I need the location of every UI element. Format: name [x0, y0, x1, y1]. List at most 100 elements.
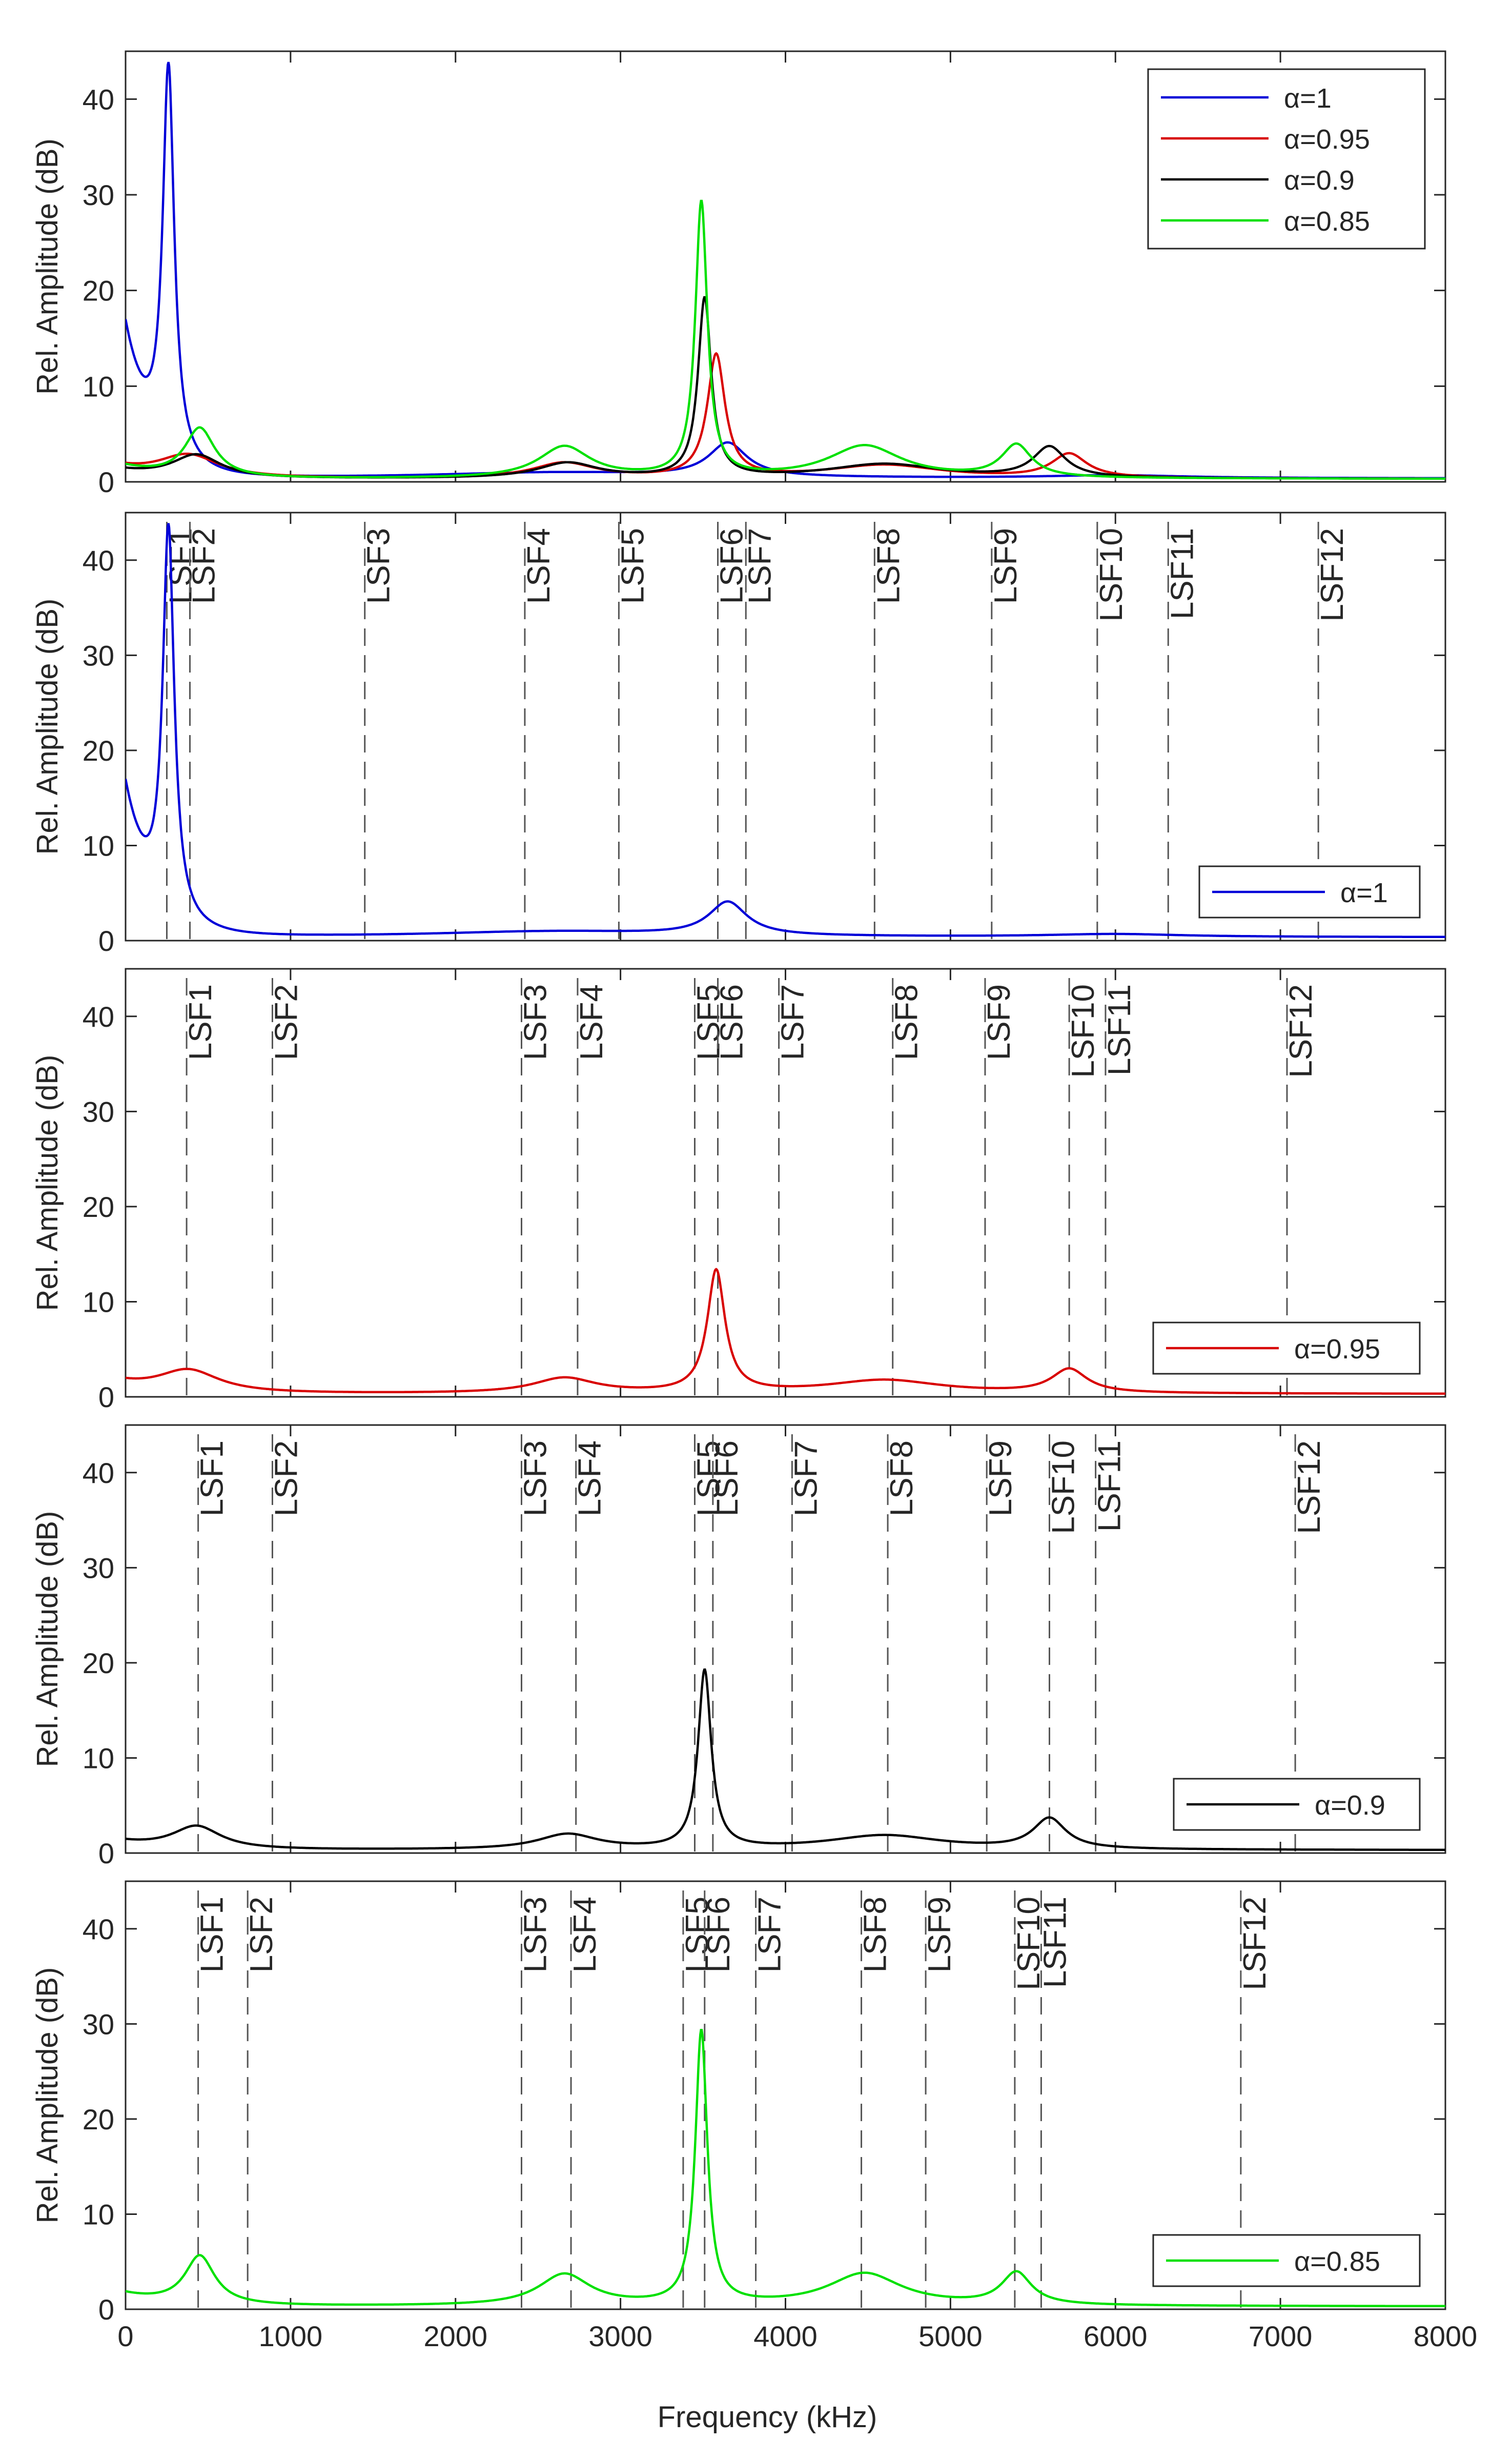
lsf-label: LSF12 [1292, 1440, 1327, 1534]
x-tick-label: 4000 [753, 2320, 818, 2352]
y-tick-label: 0 [98, 1837, 114, 1869]
curves [126, 62, 1445, 480]
y-tick-label: 20 [83, 735, 114, 767]
curves [126, 523, 1445, 939]
lsf-label: LSF7 [788, 1440, 824, 1516]
lsf-label: LSF7 [742, 528, 778, 604]
y-tick-label: 0 [98, 466, 114, 498]
y-tick-label: 40 [83, 544, 114, 577]
y-tick-label: 20 [83, 1647, 114, 1679]
lsf-label: LSF6 [714, 984, 750, 1060]
lsf-label: LSF3 [518, 984, 554, 1060]
lsf-label: LSF6 [701, 1897, 737, 1972]
y-tick-label: 0 [98, 2293, 114, 2326]
y-tick-label: 30 [83, 1552, 114, 1584]
legend-entry: α=1 [1340, 878, 1388, 908]
y-tick-label: 10 [83, 1742, 114, 1774]
lsf-label: LSF10 [1046, 1440, 1081, 1534]
panel-combined: 0 10 20 30 40 Rel. Amplitude (dB) α=1 α=0.95 α=0… [31, 50, 1446, 498]
lsf-label: LSF5 [691, 1440, 726, 1516]
legend-entry: α=0.9 [1315, 1790, 1385, 1821]
x-tick-label: 5000 [918, 2320, 983, 2352]
lsf-label: LSF6 [709, 1440, 745, 1516]
y-axis-label: Rel. Amplitude (dB) [31, 138, 64, 395]
lsf-label: LSF8 [871, 528, 906, 604]
curves [126, 1268, 1445, 1395]
y-tick-label: 20 [83, 2103, 114, 2135]
x-tick-label: 1000 [259, 2320, 323, 2352]
y-tick-label: 10 [83, 370, 114, 402]
lsf-label: LSF4 [567, 1897, 603, 1972]
lsf-label: LSF1 [195, 1897, 230, 1972]
y-tick-label: 40 [83, 1001, 114, 1033]
lsf-label: LSF10 [1066, 984, 1101, 1078]
curves [126, 2028, 1445, 2308]
legend-entry: α=0.9 [1284, 165, 1355, 196]
y-axis-label: Rel. Amplitude (dB) [31, 1511, 64, 1767]
lsf-label: LSF8 [858, 1897, 893, 1972]
lsf-label: LSF4 [573, 1440, 608, 1516]
y-tick-label: 30 [83, 1095, 114, 1128]
lsf-label: LSF5 [615, 528, 650, 604]
x-tick-label: 8000 [1414, 2320, 1478, 2352]
legend-box [1147, 68, 1426, 250]
legend-entry: α=0.85 [1294, 2246, 1380, 2277]
y-tick-label: 0 [98, 925, 114, 957]
lsf-label: LSF2 [269, 1440, 304, 1516]
x-tick-label: 2000 [423, 2320, 487, 2352]
lsf-label: LSF3 [361, 528, 397, 604]
series-line [126, 523, 1445, 939]
x-axis-label: Frequency (kHz) [658, 2401, 877, 2434]
lsf-label: LSF4 [574, 984, 609, 1060]
lsf-label: LSF12 [1283, 984, 1319, 1078]
y-tick-label: 30 [83, 179, 114, 211]
series-line [126, 2028, 1445, 2308]
legend-entry: α=0.85 [1284, 206, 1370, 237]
x-tick-label: 0 [117, 2320, 133, 2352]
lsf-label: LSF3 [518, 1440, 554, 1516]
y-tick-label: 30 [83, 2008, 114, 2040]
y-tick-label: 30 [83, 639, 114, 672]
lsf-label: LSF12 [1237, 1897, 1273, 1990]
lsf-label: LSF8 [889, 984, 925, 1060]
x-tick-label: 3000 [588, 2320, 652, 2352]
y-tick-label: 20 [83, 1191, 114, 1223]
x-tick-label: 6000 [1084, 2320, 1148, 2352]
lsf-label: LSF11 [1037, 1897, 1073, 1988]
lsf-label: LSF11 [1164, 528, 1200, 619]
lsf-label: LSF9 [982, 984, 1017, 1060]
y-axis-label: Rel. Amplitude (dB) [31, 1055, 64, 1311]
legend-entry: α=1 [1284, 83, 1332, 114]
lsf-label: LSF10 [1094, 528, 1129, 622]
y-axis-label: Rel. Amplitude (dB) [31, 599, 64, 855]
lsf-label: LSF1 [183, 984, 218, 1060]
y-tick-label: 20 [83, 275, 114, 307]
curves [126, 1668, 1445, 1852]
legend-entry: α=0.95 [1294, 1334, 1380, 1365]
lsf-label: LSF1 [195, 1440, 230, 1516]
lsf-label: LSF5 [680, 1897, 715, 1972]
series-line [126, 1668, 1445, 1852]
y-tick-label: 40 [83, 83, 114, 115]
y-tick-label: 10 [83, 829, 114, 862]
series-line [126, 199, 1445, 480]
y-tick-label: 40 [83, 1913, 114, 1945]
y-tick-label: 0 [98, 1381, 114, 1413]
lsf-label: LSF2 [244, 1897, 279, 1972]
lsf-label: LSF9 [922, 1897, 957, 1972]
y-tick-label: 40 [83, 1457, 114, 1489]
lsf-label: LSF11 [1102, 984, 1137, 1075]
series-line [126, 1268, 1445, 1395]
lsf-label: LSF8 [884, 1440, 920, 1516]
lsf-label: LSF9 [983, 1440, 1018, 1516]
lsf-label: LSF5 [691, 984, 726, 1060]
lsf-label: LSF4 [521, 528, 557, 604]
panel-alpha-0.95: 0 10 20 30 40 Rel. Amplitude (dB) LSF1 LSF2 LSF3… [31, 968, 1446, 1413]
lsf-label: LSF11 [1092, 1440, 1128, 1532]
lsf-label: LSF3 [518, 1897, 554, 1972]
lsf-label: LSF12 [1315, 528, 1350, 622]
y-tick-label: 10 [83, 2198, 114, 2230]
